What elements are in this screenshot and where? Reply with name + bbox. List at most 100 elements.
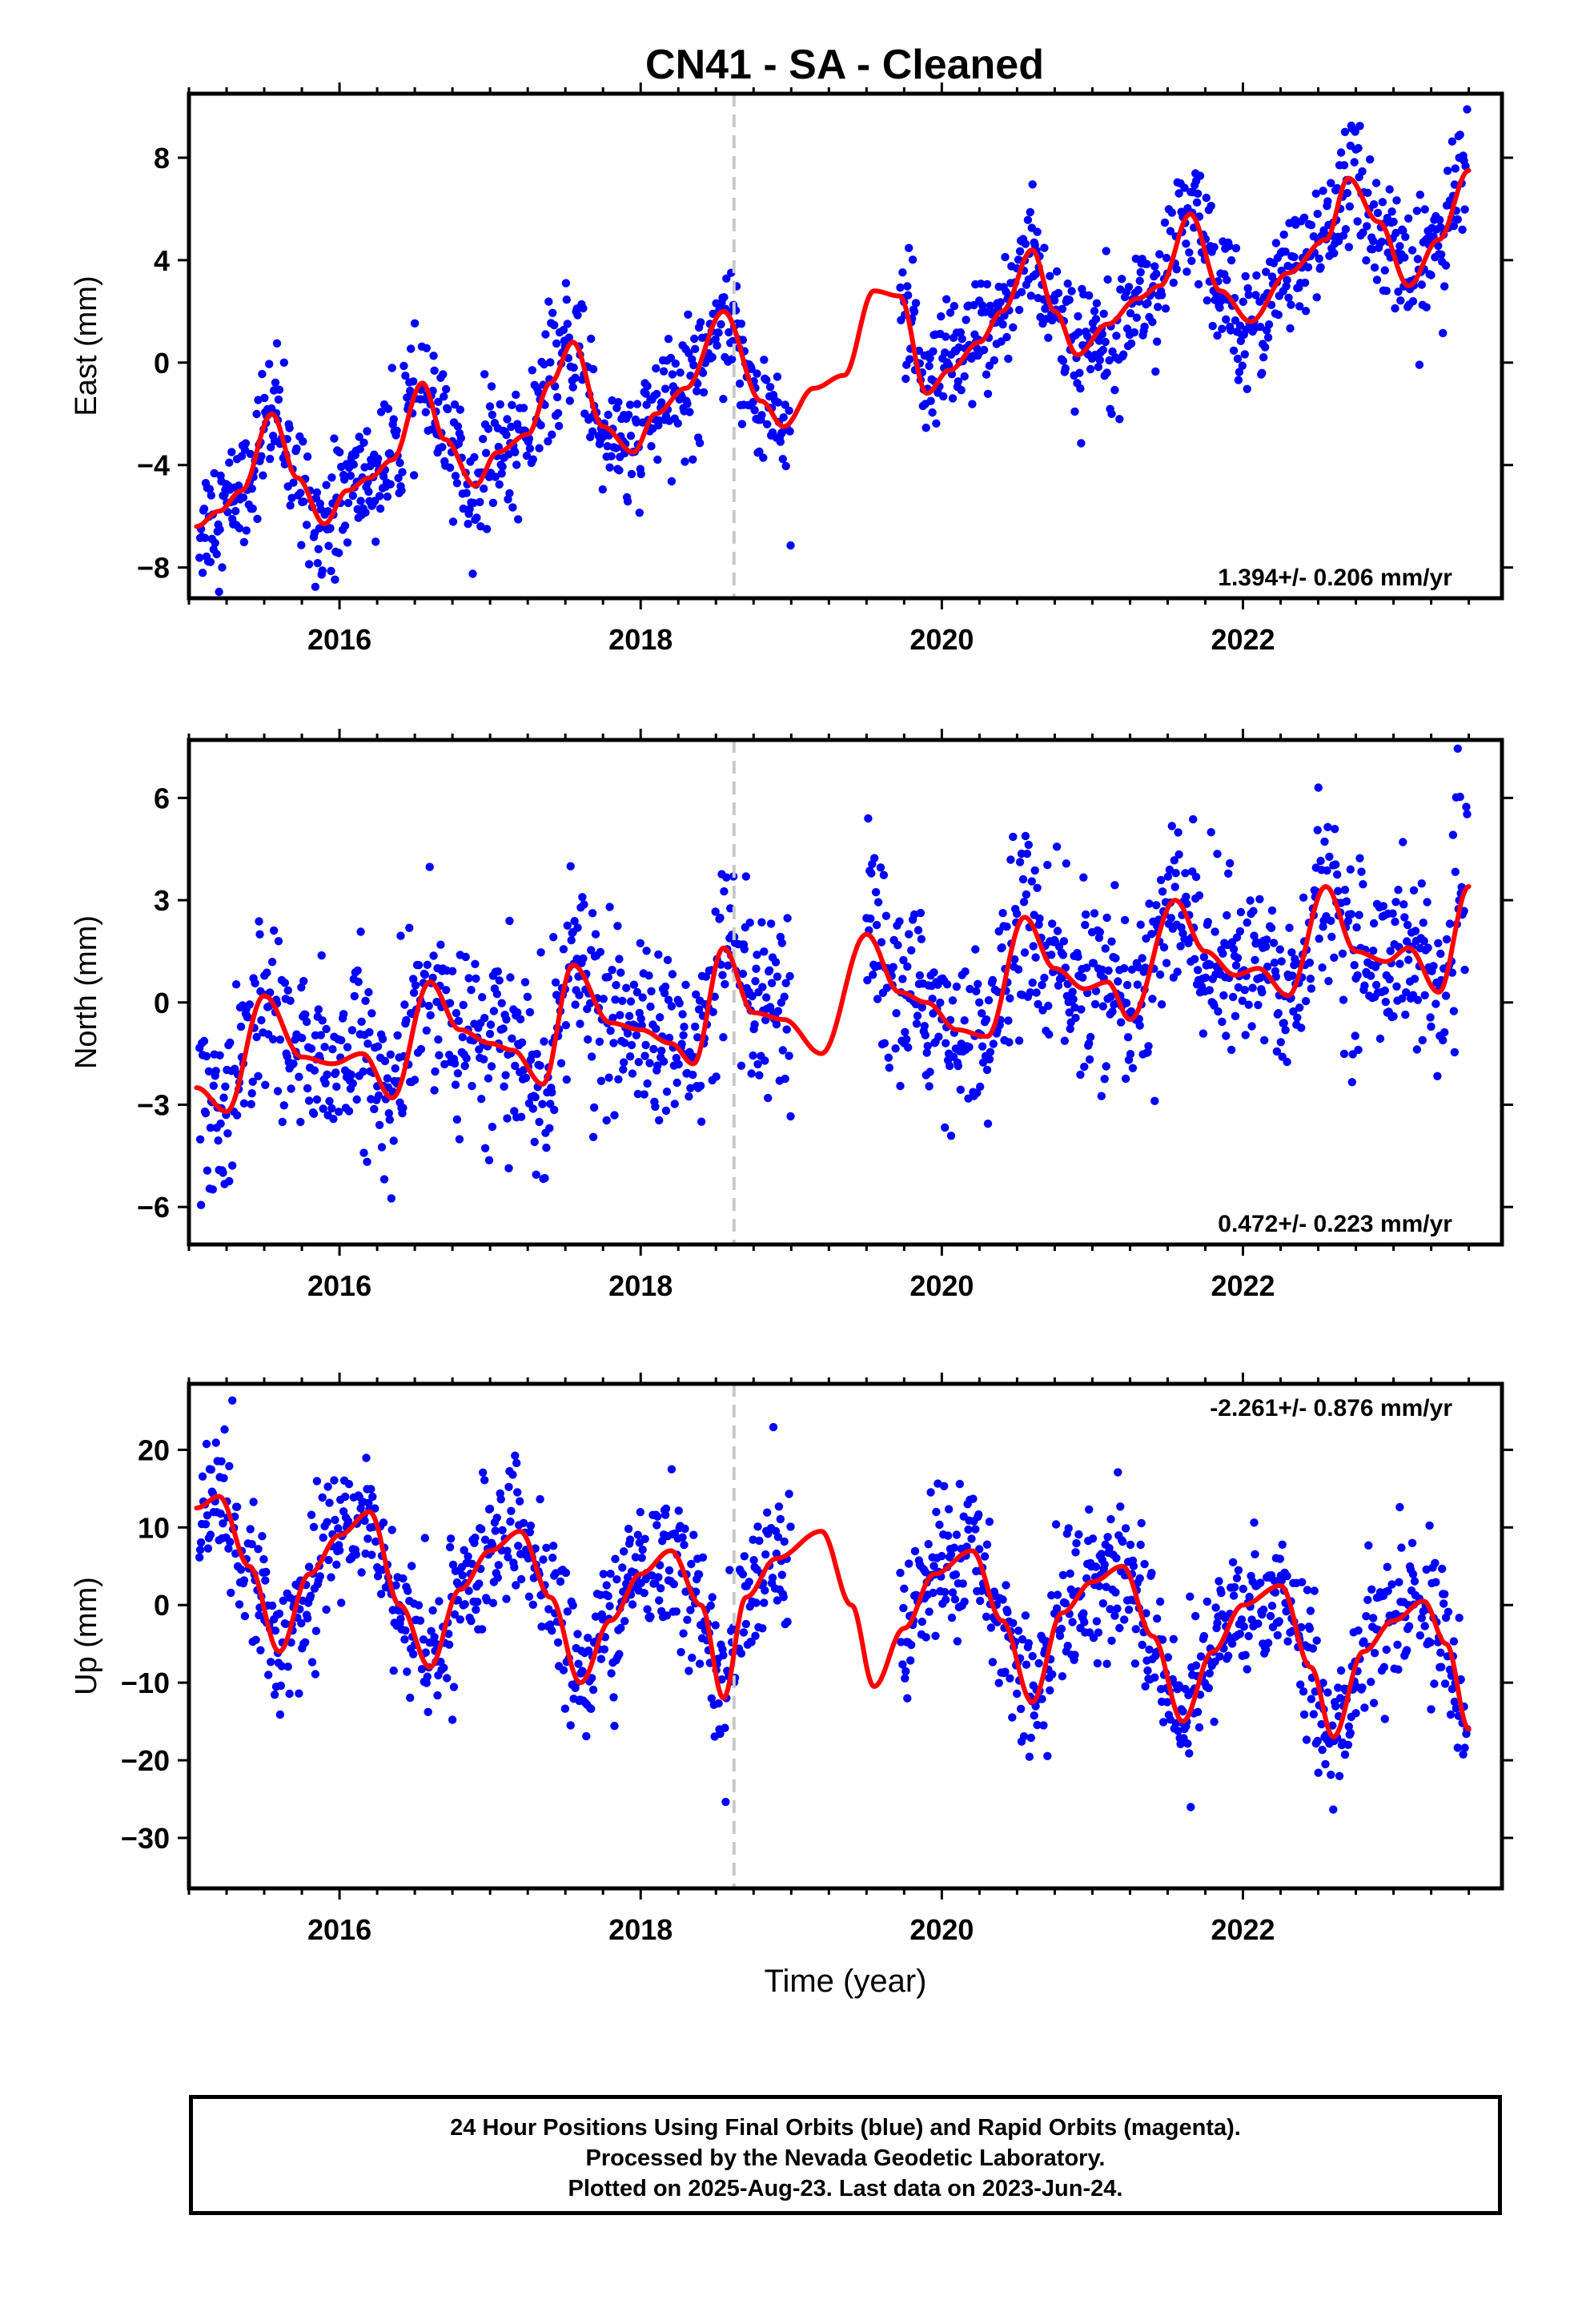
data-point — [640, 1534, 649, 1543]
data-point — [211, 1067, 220, 1076]
data-point — [565, 396, 574, 405]
data-point — [261, 1576, 270, 1585]
data-point — [1021, 831, 1030, 841]
data-point — [392, 426, 401, 435]
data-point — [1380, 266, 1390, 275]
data-point — [443, 1674, 452, 1683]
data-point — [1192, 198, 1202, 207]
data-point — [1244, 1631, 1253, 1641]
plot-area — [194, 740, 1472, 1244]
data-point — [1018, 875, 1028, 884]
data-point — [1202, 193, 1211, 203]
data-point — [1065, 1008, 1074, 1017]
data-point — [449, 1683, 459, 1691]
data-point — [319, 1104, 327, 1113]
data-point — [359, 1148, 368, 1157]
data-point — [1100, 1560, 1109, 1570]
data-point — [781, 979, 790, 987]
data-point — [1223, 275, 1231, 284]
data-point — [1327, 932, 1336, 942]
data-point — [1133, 980, 1142, 989]
data-point — [251, 979, 259, 988]
data-point — [1214, 1007, 1223, 1016]
data-point — [1347, 1078, 1357, 1087]
data-point — [1193, 1707, 1203, 1716]
data-point — [1324, 976, 1333, 986]
data-point — [689, 455, 697, 464]
data-point — [988, 1658, 998, 1667]
data-point — [1091, 315, 1101, 324]
data-point — [1207, 201, 1215, 211]
data-point — [1224, 1651, 1233, 1660]
data-point — [751, 977, 760, 986]
data-point — [1033, 227, 1042, 236]
data-point — [1398, 994, 1407, 1003]
data-point — [1079, 1609, 1088, 1618]
data-point — [512, 1458, 521, 1468]
data-point — [752, 1598, 761, 1607]
data-point — [1249, 907, 1258, 915]
data-point — [1074, 328, 1083, 337]
data-point — [472, 974, 480, 983]
data-point — [1210, 1001, 1219, 1010]
data-point — [1305, 958, 1315, 967]
data-point — [1058, 356, 1068, 365]
data-point — [762, 993, 771, 1002]
data-point — [237, 452, 247, 460]
data-point — [651, 1579, 660, 1588]
data-point — [1274, 310, 1283, 320]
data-point — [584, 1647, 593, 1655]
y-tick-label: −20 — [121, 1744, 170, 1777]
data-point — [210, 468, 219, 478]
data-point — [1163, 872, 1173, 881]
data-point — [315, 1572, 324, 1581]
data-point — [1163, 1653, 1173, 1662]
data-point — [1213, 331, 1222, 340]
data-point — [267, 1658, 275, 1667]
data-point — [452, 1008, 461, 1018]
data-point — [420, 970, 429, 979]
data-point — [401, 372, 410, 380]
data-point — [1303, 263, 1313, 271]
data-point — [665, 1033, 674, 1043]
data-point — [1147, 1569, 1156, 1578]
data-point — [506, 1517, 515, 1526]
data-point — [773, 372, 782, 381]
data-point — [921, 424, 930, 432]
data-point — [1340, 127, 1350, 136]
data-point — [535, 1117, 544, 1127]
data-point — [1196, 1652, 1206, 1661]
data-point — [528, 1104, 537, 1113]
data-point — [1021, 1611, 1030, 1620]
data-point — [252, 1032, 261, 1042]
data-point — [472, 1605, 480, 1614]
data-point — [616, 1011, 624, 1019]
data-point — [735, 379, 745, 388]
data-point — [1135, 1021, 1144, 1030]
data-point — [725, 1566, 734, 1574]
data-point — [1143, 299, 1152, 308]
data-point — [1301, 996, 1311, 1006]
data-point — [422, 1679, 431, 1687]
data-point — [266, 454, 275, 464]
data-point — [1330, 953, 1339, 963]
data-point — [550, 320, 559, 330]
data-point — [240, 1611, 250, 1621]
data-point — [311, 1626, 321, 1635]
data-point — [1307, 1695, 1316, 1703]
data-point — [1387, 1580, 1396, 1589]
data-point — [1363, 222, 1371, 231]
data-point — [239, 1099, 249, 1108]
data-point — [665, 1566, 674, 1575]
data-point — [1436, 223, 1445, 231]
data-point — [766, 919, 776, 928]
data-point — [620, 1039, 629, 1047]
data-point — [1058, 1672, 1067, 1681]
data-point — [760, 947, 769, 956]
data-point — [1262, 942, 1271, 951]
data-point — [1222, 315, 1231, 324]
data-point — [321, 1079, 330, 1088]
data-point — [941, 348, 950, 357]
data-point — [624, 410, 633, 420]
data-point — [206, 1124, 215, 1132]
